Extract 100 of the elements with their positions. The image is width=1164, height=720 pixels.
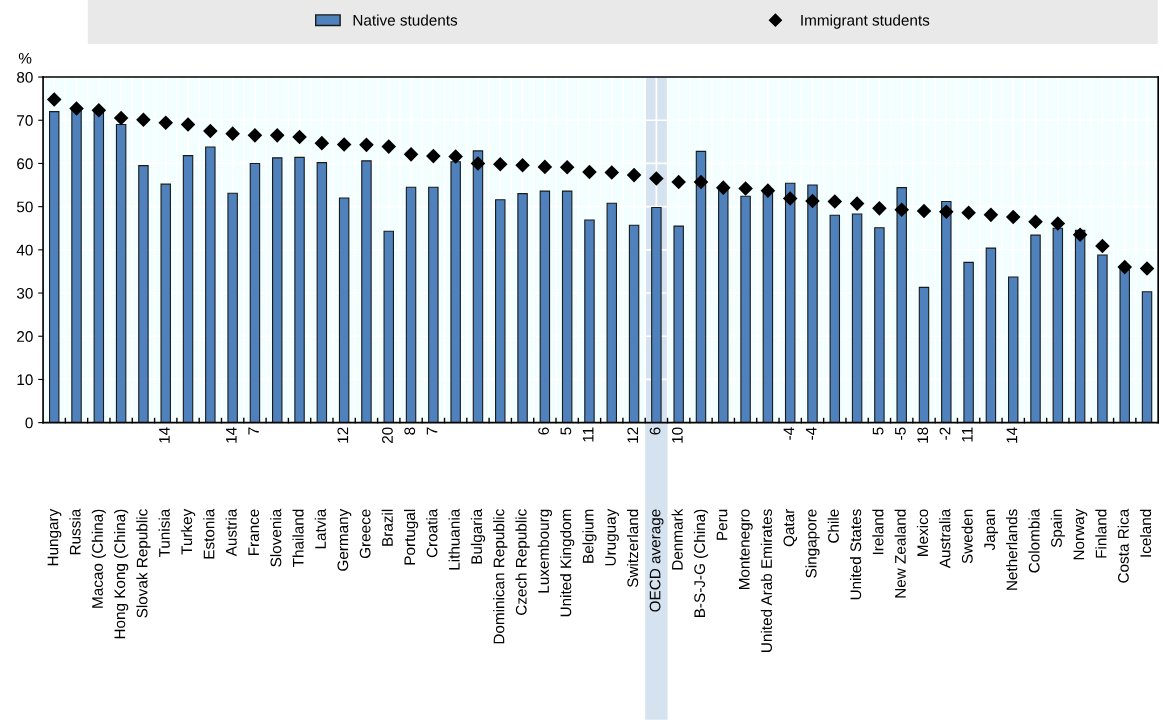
x-tick-label: Uruguay xyxy=(605,508,619,566)
annotation: 7 xyxy=(248,427,259,435)
x-tick-label: Lithuania xyxy=(448,508,460,570)
point xyxy=(872,201,887,216)
point xyxy=(849,196,865,211)
point xyxy=(1050,216,1066,231)
point xyxy=(314,135,330,151)
x-tick-label: Qatar xyxy=(783,509,798,547)
bar xyxy=(651,206,662,423)
y-tick-label: 50 xyxy=(16,201,33,213)
y-tick-label: 20 xyxy=(17,331,33,342)
x-tick-label: New Zealand xyxy=(894,509,906,598)
bar xyxy=(1030,234,1041,423)
point xyxy=(805,193,820,209)
x-tick-label: Singapore xyxy=(805,509,820,578)
bar xyxy=(918,286,930,423)
annotation: 20 xyxy=(382,427,393,444)
x-tick-label: Switzerland xyxy=(626,509,639,588)
y-tick-label: 80 xyxy=(17,71,33,83)
x-tick-label: Bulgaria xyxy=(470,508,486,564)
x-tick-label: United States xyxy=(849,509,862,600)
x-tick-label: Turkey xyxy=(180,508,196,555)
x-tick-label: Portugal xyxy=(403,509,419,565)
bar xyxy=(115,124,127,423)
point xyxy=(403,147,419,162)
point xyxy=(1072,227,1088,242)
x-tick-label: Latvia xyxy=(314,508,326,549)
y-tick-label: 60 xyxy=(17,158,33,170)
x-tick-label: Slovenia xyxy=(270,508,282,567)
x-tick-label: Finland xyxy=(1095,509,1107,558)
annotation: 10 xyxy=(671,427,683,443)
point xyxy=(336,137,352,152)
x-tick-label: Estonia xyxy=(203,508,215,559)
legend-label: Native students xyxy=(353,14,458,26)
point xyxy=(649,171,664,186)
point xyxy=(626,167,642,183)
x-tick-label: United Kingdom xyxy=(560,509,575,617)
bar xyxy=(48,111,60,423)
point xyxy=(515,157,530,173)
y-tick-label: 70 xyxy=(17,115,33,126)
bar xyxy=(941,200,952,423)
point xyxy=(269,128,285,143)
bar xyxy=(517,193,528,423)
x-tick-label: Germany xyxy=(337,508,352,571)
x-tick-label: Iceland xyxy=(1139,509,1152,557)
x-tick-label: Netherlands xyxy=(1006,509,1018,590)
annotation: 12 xyxy=(337,427,349,443)
x-tick-label: Japan xyxy=(984,509,999,551)
x-tick-label: Chile xyxy=(827,509,839,543)
x-tick-label: Sweden xyxy=(961,509,973,564)
bar xyxy=(405,186,417,423)
point xyxy=(559,160,575,175)
bar xyxy=(249,162,261,423)
x-tick-label: Austria xyxy=(225,508,237,557)
bar xyxy=(93,109,105,423)
x-tick-label: Czech Republic xyxy=(515,509,530,615)
x-tick-label: United Arab Emirates xyxy=(760,509,772,652)
bar xyxy=(539,190,551,423)
bar xyxy=(829,214,841,423)
bar xyxy=(606,202,618,423)
y-axis-title: % xyxy=(18,52,32,64)
annotation: 14 xyxy=(226,427,237,443)
point xyxy=(671,174,686,190)
annotation: -4 xyxy=(805,427,817,440)
bar xyxy=(896,187,907,423)
annotation: -5 xyxy=(895,427,906,440)
x-tick-label: Peru xyxy=(716,509,728,540)
bar xyxy=(561,190,573,423)
bar xyxy=(1007,276,1019,423)
point xyxy=(46,92,62,107)
x-tick-label: Brazil xyxy=(381,509,393,546)
point xyxy=(582,164,597,180)
point xyxy=(225,126,240,141)
point xyxy=(292,129,307,145)
bar xyxy=(272,157,283,423)
x-tick-label: B-S-J-G (China) xyxy=(693,509,709,617)
point xyxy=(827,194,843,209)
x-tick-label: Russia xyxy=(69,508,81,555)
x-tick-label: Luxembourg xyxy=(537,509,552,593)
point xyxy=(492,157,508,172)
x-tick-label: Tunisia xyxy=(158,508,170,558)
bar xyxy=(628,224,640,423)
x-tick-label: Belgium xyxy=(582,509,597,563)
bar xyxy=(874,227,885,423)
annotation: 11 xyxy=(582,427,594,442)
x-tick-label: Greece xyxy=(359,509,371,559)
annotation: 11 xyxy=(962,427,973,442)
bar xyxy=(851,213,863,423)
bar xyxy=(361,160,372,423)
bar xyxy=(740,195,751,423)
x-tick-label: Spain xyxy=(1050,509,1065,548)
point xyxy=(113,110,129,126)
bar xyxy=(1097,254,1108,423)
point xyxy=(426,148,441,164)
annotation: -2 xyxy=(939,427,951,440)
annotation: 8 xyxy=(404,427,416,435)
bar xyxy=(472,150,484,423)
x-tick-label: Croatia xyxy=(426,508,438,558)
point xyxy=(448,149,463,164)
point xyxy=(983,207,999,223)
